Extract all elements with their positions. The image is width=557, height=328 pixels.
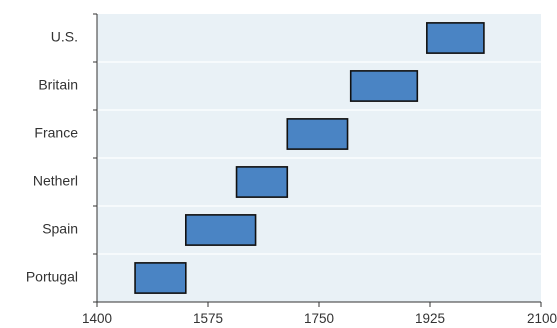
category-label: France: [34, 125, 78, 141]
category-label: U.S.: [51, 29, 78, 45]
category-label: Britain: [38, 77, 78, 93]
axes: [93, 13, 542, 307]
bar-spain: [185, 214, 257, 246]
x-tick-labels: 1400 1575 1750 1925 2100: [82, 311, 557, 326]
category-label: Netherl: [33, 173, 78, 189]
bar-u-s-: [426, 22, 485, 54]
x-tick-label: 1925: [415, 311, 445, 326]
category-labels: Portugal Spain Netherl France Britain U.S.: [26, 29, 78, 285]
category-label: Spain: [42, 221, 78, 237]
gridlines: [97, 61, 541, 255]
x-tick-label: 1575: [193, 311, 223, 326]
x-tick-label: 2100: [527, 311, 557, 326]
x-tick-label: 1750: [304, 311, 334, 326]
category-label: Portugal: [26, 269, 78, 285]
x-tick-label: 1400: [82, 311, 112, 326]
bar-netherl: [235, 166, 289, 198]
bars: [134, 22, 485, 294]
bar-france: [286, 118, 349, 150]
bar-portugal: [134, 262, 187, 294]
bar-britain: [349, 70, 419, 102]
